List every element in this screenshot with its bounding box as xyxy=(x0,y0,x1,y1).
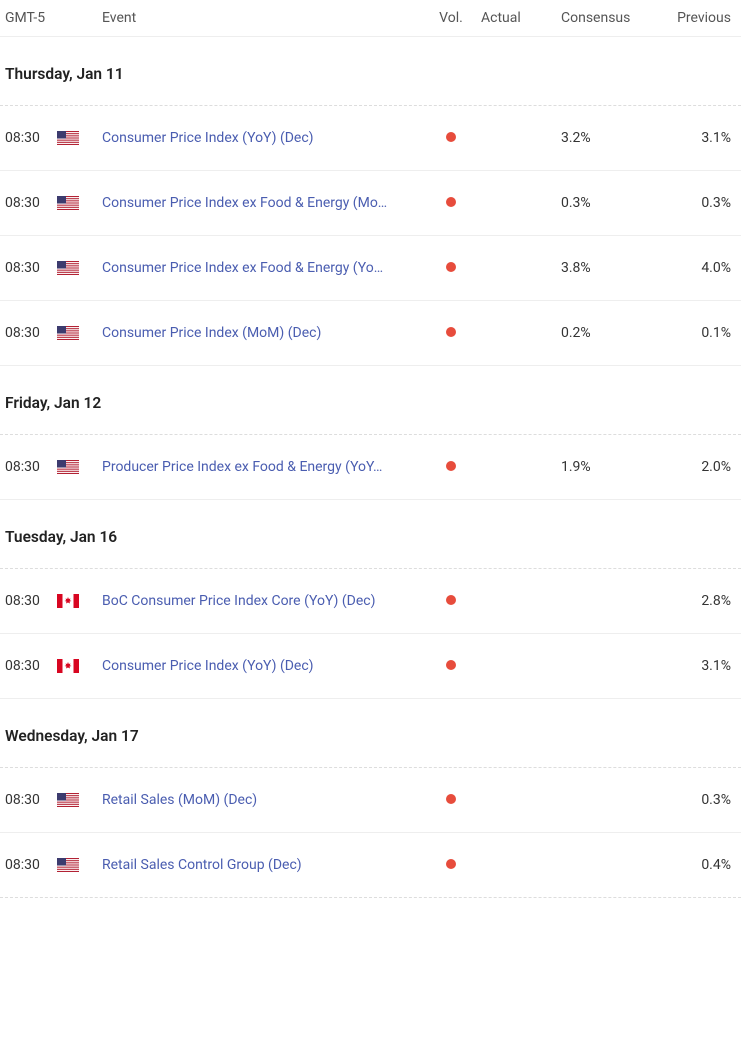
event-time: 08:30 xyxy=(5,593,57,609)
vol-cell xyxy=(431,195,471,211)
event-time: 08:30 xyxy=(5,325,57,341)
event-name-cell: Consumer Price Index ex Food & Energy (M… xyxy=(102,195,431,211)
event-link[interactable]: Retail Sales (MoM) (Dec) xyxy=(102,792,423,808)
volatility-high-icon xyxy=(446,859,456,869)
calendar-body: Thursday, Jan 11 08:30 Consumer Price Inde… xyxy=(0,37,741,898)
event-name-cell: Consumer Price Index ex Food & Energy (Y… xyxy=(102,260,431,276)
flag-us-icon xyxy=(57,793,102,807)
event-row: 08:30 Producer Price Index ex Food & Ener… xyxy=(0,435,741,500)
volatility-high-icon xyxy=(446,461,456,471)
previous-value: 0.1% xyxy=(661,325,736,341)
event-time: 08:30 xyxy=(5,195,57,211)
event-link[interactable]: Consumer Price Index (YoY) (Dec) xyxy=(102,130,423,146)
date-header: Friday, Jan 12 xyxy=(0,366,741,435)
event-name-cell: Retail Sales (MoM) (Dec) xyxy=(102,792,431,808)
date-header: Thursday, Jan 11 xyxy=(0,37,741,106)
event-name-cell: Producer Price Index ex Food & Energy (Y… xyxy=(102,459,431,475)
volatility-high-icon xyxy=(446,660,456,670)
volatility-high-icon xyxy=(446,197,456,207)
previous-value: 2.8% xyxy=(661,593,736,609)
consensus-value: 3.2% xyxy=(561,130,661,146)
event-link[interactable]: BoC Consumer Price Index Core (YoY) (Dec… xyxy=(102,593,423,609)
consensus-value: 0.2% xyxy=(561,325,661,341)
volatility-high-icon xyxy=(446,595,456,605)
vol-cell xyxy=(431,459,471,475)
event-link[interactable]: Consumer Price Index ex Food & Energy (M… xyxy=(102,195,423,211)
vol-cell xyxy=(431,325,471,341)
previous-value: 3.1% xyxy=(661,658,736,674)
flag-us-icon xyxy=(57,131,102,145)
volatility-high-icon xyxy=(446,327,456,337)
flag-us-icon xyxy=(57,261,102,275)
event-row: 08:30 Consumer Price Index ex Food & Ener… xyxy=(0,171,741,236)
consensus-value: 0.3% xyxy=(561,195,661,211)
vol-cell xyxy=(431,857,471,873)
volatility-high-icon xyxy=(446,794,456,804)
previous-value: 4.0% xyxy=(661,260,736,276)
event-name-cell: BoC Consumer Price Index Core (YoY) (Dec… xyxy=(102,593,431,609)
event-link[interactable]: Consumer Price Index ex Food & Energy (Y… xyxy=(102,260,423,276)
vol-cell xyxy=(431,593,471,609)
flag-ca-icon xyxy=(57,594,102,608)
previous-value: 2.0% xyxy=(661,459,736,475)
event-row: 08:30 BoC Consumer Price Index Core (YoY)… xyxy=(0,569,741,634)
header-vol: Vol. xyxy=(431,10,471,26)
header-consensus: Consensus xyxy=(561,10,661,26)
flag-us-icon xyxy=(57,196,102,210)
vol-cell xyxy=(431,130,471,146)
date-header: Wednesday, Jan 17 xyxy=(0,699,741,768)
event-time: 08:30 xyxy=(5,130,57,146)
event-name-cell: Consumer Price Index (MoM) (Dec) xyxy=(102,325,431,341)
event-row: 08:30 Consumer Price Index (YoY) (Dec) 3.1… xyxy=(0,634,741,699)
event-link[interactable]: Consumer Price Index (MoM) (Dec) xyxy=(102,325,423,341)
event-link[interactable]: Consumer Price Index (YoY) (Dec) xyxy=(102,658,423,674)
date-header: Tuesday, Jan 16 xyxy=(0,500,741,569)
previous-value: 0.3% xyxy=(661,195,736,211)
event-time: 08:30 xyxy=(5,658,57,674)
header-previous: Previous xyxy=(661,10,736,26)
event-row: 08:30 Consumer Price Index (YoY) (Dec) 3.2… xyxy=(0,106,741,171)
flag-us-icon xyxy=(57,460,102,474)
event-link[interactable]: Producer Price Index ex Food & Energy (Y… xyxy=(102,459,423,475)
flag-us-icon xyxy=(57,326,102,340)
event-name-cell: Consumer Price Index (YoY) (Dec) xyxy=(102,130,431,146)
vol-cell xyxy=(431,260,471,276)
event-time: 08:30 xyxy=(5,857,57,873)
consensus-value: 1.9% xyxy=(561,459,661,475)
event-time: 08:30 xyxy=(5,792,57,808)
flag-ca-icon xyxy=(57,659,102,673)
event-row: 08:30 Retail Sales Control Group (Dec) 0.4… xyxy=(0,833,741,898)
table-header: GMT-5 Event Vol. Actual Consensus Previo… xyxy=(0,0,741,37)
header-time: GMT-5 xyxy=(5,10,57,26)
event-time: 08:30 xyxy=(5,260,57,276)
event-row: 08:30 Consumer Price Index (MoM) (Dec) 0.2… xyxy=(0,301,741,366)
header-actual: Actual xyxy=(471,10,561,26)
volatility-high-icon xyxy=(446,262,456,272)
event-row: 08:30 Consumer Price Index ex Food & Ener… xyxy=(0,236,741,301)
consensus-value: 3.8% xyxy=(561,260,661,276)
previous-value: 3.1% xyxy=(661,130,736,146)
event-row: 08:30 Retail Sales (MoM) (Dec) 0.3% xyxy=(0,768,741,833)
event-link[interactable]: Retail Sales Control Group (Dec) xyxy=(102,857,423,873)
event-time: 08:30 xyxy=(5,459,57,475)
header-event: Event xyxy=(102,10,431,26)
event-name-cell: Consumer Price Index (YoY) (Dec) xyxy=(102,658,431,674)
flag-us-icon xyxy=(57,858,102,872)
volatility-high-icon xyxy=(446,132,456,142)
event-name-cell: Retail Sales Control Group (Dec) xyxy=(102,857,431,873)
previous-value: 0.3% xyxy=(661,792,736,808)
vol-cell xyxy=(431,658,471,674)
previous-value: 0.4% xyxy=(661,857,736,873)
vol-cell xyxy=(431,792,471,808)
